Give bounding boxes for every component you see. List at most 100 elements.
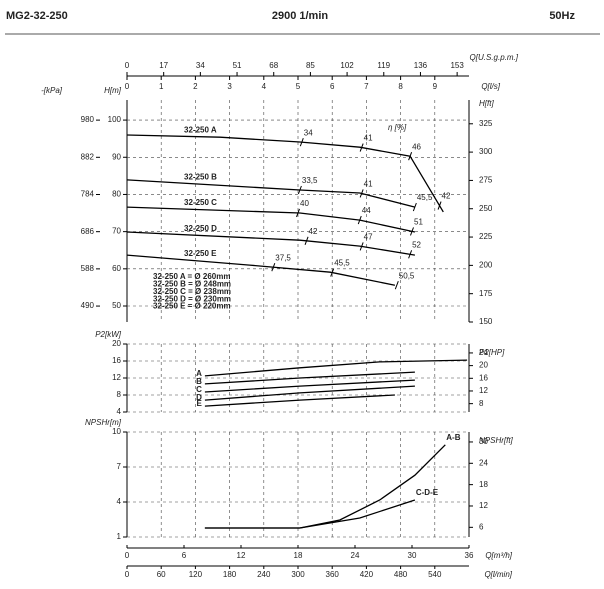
y2-tick-label: 275: [479, 176, 493, 185]
efficiency-tick: [271, 263, 276, 272]
efficiency-label: 40: [300, 199, 309, 208]
y2-tick-label: 16: [479, 373, 488, 382]
curve: [126, 179, 416, 208]
curve: [204, 371, 415, 385]
efficiency-label: 45,5: [334, 259, 350, 268]
x4-axis-title: Q[l/min]: [484, 570, 512, 579]
y2-tick-label: 150: [479, 317, 493, 326]
frequency: 50Hz: [549, 10, 575, 22]
y2-tick-label: 20: [479, 361, 488, 370]
series-label: A-B: [446, 433, 460, 442]
y-tick-label: 70: [112, 227, 121, 236]
x2-tick-label: 34: [196, 61, 205, 70]
efficiency-tick: [304, 236, 309, 246]
y2-axis-title: P2[HP]: [479, 348, 505, 357]
y2-tick-label: 12: [479, 501, 488, 510]
x-tick-label: 30: [408, 551, 417, 560]
y2-tick-label: 8: [479, 399, 484, 408]
model: MG2-32-250: [6, 10, 68, 22]
y-axis-title: P2[kW]: [95, 330, 122, 339]
x3-tick-label: 7: [364, 82, 369, 91]
efficiency-label: 46: [412, 142, 421, 151]
y3-tick-label: 686: [81, 227, 95, 236]
y3-tick-label: 980: [81, 115, 95, 124]
y-tick-label: 20: [112, 339, 121, 348]
curve-label: 32-250 B: [184, 172, 217, 181]
curve: [204, 394, 395, 407]
y-tick-label: 4: [117, 497, 122, 506]
curve: [204, 359, 468, 377]
series-label: D: [196, 393, 202, 402]
y-tick-label: 1: [117, 532, 122, 541]
efficiency-label: 37,5: [275, 253, 291, 262]
y-tick-label: 10: [112, 427, 121, 436]
efficiency-label: 47: [364, 233, 373, 242]
x3-tick-label: 0: [125, 82, 130, 91]
series-label: B: [196, 377, 202, 386]
diameter-note: 32-250 C = Ø 238mm: [153, 287, 231, 296]
efficiency-tick: [296, 208, 300, 218]
y-tick-label: 80: [112, 190, 121, 199]
x2-tick-label: 17: [159, 61, 168, 70]
curve: [204, 499, 416, 529]
efficiency-tick: [412, 202, 417, 212]
curve: [126, 206, 416, 233]
x4-tick-label: 540: [428, 570, 442, 579]
efficiency-tick: [297, 185, 302, 195]
x3-tick-label: 9: [433, 82, 438, 91]
y-tick-label: 90: [112, 152, 121, 161]
series-label: C-D-E: [416, 488, 439, 497]
efficiency-label: 34: [304, 128, 313, 137]
y2-axis-title: H[ft]: [479, 99, 494, 108]
x4-tick-label: 360: [326, 570, 340, 579]
x3-tick-label: 1: [159, 82, 164, 91]
efficiency-tick: [357, 215, 362, 225]
x3-tick-label: 2: [193, 82, 198, 91]
x-tick-label: 36: [465, 551, 474, 560]
efficiency-tick: [410, 227, 414, 236]
x3-axis-title: Q[l/s]: [481, 82, 500, 91]
y2-tick-label: 325: [479, 119, 493, 128]
x-tick-label: 24: [351, 551, 360, 560]
x2-tick-label: 119: [377, 61, 390, 70]
y2-tick-label: 30: [479, 437, 488, 446]
curve-label: 32-250 C: [184, 198, 217, 207]
efficiency-tick: [330, 268, 335, 277]
efficiency-tick: [437, 201, 442, 210]
curve: [126, 134, 444, 213]
series-label: A: [196, 369, 202, 378]
efficiency-label: 42: [309, 227, 318, 236]
x4-tick-label: 300: [291, 570, 305, 579]
series-label: C: [196, 385, 202, 394]
y3-tick-label: 784: [81, 190, 95, 199]
efficiency-label: 52: [412, 240, 421, 249]
y2-tick-label: 24: [479, 458, 488, 467]
diameter-note: 32-250 A = Ø 260mm: [153, 272, 230, 281]
x2-tick-label: 68: [269, 61, 278, 70]
curve-label: 32-250 A: [184, 125, 217, 134]
y2-tick-label: 200: [479, 260, 493, 269]
y-tick-label: 7: [117, 462, 122, 471]
y2-axis-title: NPSHr[ft]: [479, 436, 514, 445]
x3-tick-label: 4: [262, 82, 267, 91]
x2-tick-label: 85: [306, 61, 315, 70]
x4-tick-label: 420: [360, 570, 374, 579]
y2-tick-label: 225: [479, 232, 493, 241]
efficiency-label: 50,5: [399, 271, 415, 280]
x2-tick-label: 0: [125, 61, 130, 70]
efficiency-tick: [299, 138, 304, 147]
y-tick-label: 100: [108, 115, 122, 124]
y-tick-label: 8: [117, 390, 122, 399]
efficiency-label: 51: [414, 218, 423, 227]
efficiency-label: 44: [362, 206, 371, 215]
efficiency-label: 41: [364, 134, 373, 143]
y3-tick-label: 588: [81, 264, 95, 273]
y2-tick-label: 175: [479, 289, 493, 298]
x4-tick-label: 180: [223, 570, 237, 579]
y2-tick-label: 250: [479, 204, 493, 213]
x4-tick-label: 60: [157, 570, 166, 579]
efficiency-label: 42: [442, 192, 451, 201]
speed: 2900 1/min: [272, 10, 329, 22]
efficiency-tick: [359, 242, 364, 251]
x4-tick-label: 480: [394, 570, 408, 579]
